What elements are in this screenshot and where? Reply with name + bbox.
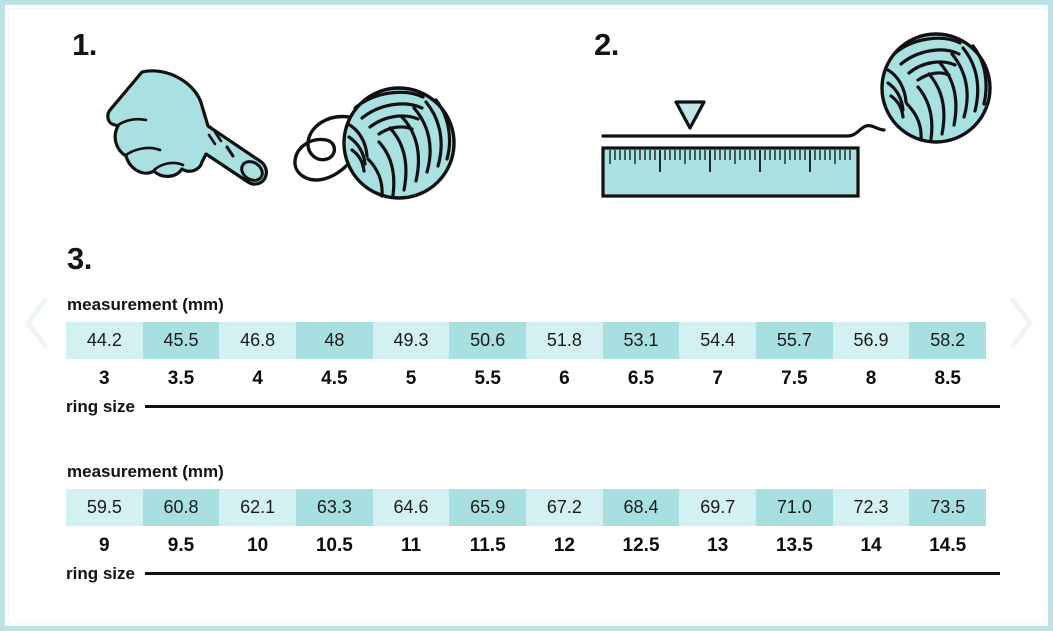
- step-3-number: 3.: [67, 241, 92, 276]
- ring-size-cell: 12.5: [622, 535, 660, 556]
- ring-size-cell: 6.5: [627, 368, 655, 389]
- ring-size-cell: 6: [559, 368, 570, 389]
- step-1-illustration: [96, 62, 456, 212]
- ring-size-row-2: 9 9.5 10 10.5 11 11.5 12 12.5 13 13.5 14…: [66, 528, 986, 564]
- ring-size-cell: 13.5: [775, 535, 813, 556]
- measurement-cell: 67.2: [526, 489, 603, 526]
- measurement-cell: 54.4: [679, 322, 757, 359]
- chevron-right-icon: [1010, 297, 1033, 349]
- chevron-left-icon: [25, 297, 48, 349]
- ring-size-cell: 7.5: [781, 368, 808, 389]
- string-icon: [293, 114, 360, 182]
- measurement-label-1: measurement (mm): [67, 295, 224, 314]
- pointing-hand-icon: [106, 69, 268, 186]
- ring-size-cell: 3.5: [167, 368, 195, 389]
- hand-and-yarn-illustration: [106, 69, 456, 200]
- measurement-cell: 55.7: [756, 322, 833, 359]
- yarn-ball-icon: [342, 86, 456, 200]
- measurement-cell: 45.5: [142, 322, 220, 359]
- ring-size-table-2: measurement (mm) 59.5 60.8 62.1 63.3 64.…: [66, 462, 1000, 582]
- ring-size-cell: 7: [712, 368, 723, 389]
- ruler-and-yarn-illustration: [601, 32, 992, 198]
- ring-size-cell: 14.5: [929, 535, 967, 556]
- measurement-cell: 56.9: [832, 322, 910, 359]
- measurement-cell: 49.3: [372, 322, 450, 359]
- step-2-number: 2.: [594, 27, 619, 62]
- measurement-cell: 64.6: [372, 489, 450, 526]
- measurement-label-2: measurement (mm): [67, 462, 224, 481]
- measurement-cell: 51.8: [526, 322, 603, 359]
- ring-size-cell: 10.5: [315, 535, 353, 556]
- measurement-cell: 60.8: [142, 489, 220, 526]
- measurement-cell: 53.1: [602, 322, 680, 359]
- ring-size-cell: 8.5: [934, 368, 961, 389]
- ring-size-rule: [144, 405, 1000, 408]
- ring-size-axis-1: ring size: [66, 398, 1000, 415]
- measurement-cell: 65.9: [449, 489, 527, 526]
- measurement-cell: 50.6: [449, 322, 527, 359]
- ring-size-label-2: ring size: [66, 564, 135, 583]
- measurement-row-1: 44.2 45.5 46.8 48 49.3 50.6 51.8 53.1 54…: [66, 322, 987, 359]
- thread-wrap-marks: [207, 130, 235, 158]
- ring-size-cell: 4: [252, 368, 263, 389]
- ring-size-cell: 9.5: [167, 535, 195, 556]
- ring-size-cell: 5: [405, 368, 417, 389]
- ring-size-cell: 5.5: [474, 368, 501, 389]
- measurement-cell: 71.0: [756, 489, 833, 526]
- measurement-cell: 58.2: [909, 322, 987, 359]
- ring-size-table-1: measurement (mm) 44.2 45.5 46.8 48 49.3 …: [66, 295, 1000, 415]
- ruler-icon: [601, 146, 860, 198]
- carousel-next-button[interactable]: [1004, 296, 1038, 350]
- ring-size-cell: 10: [247, 535, 269, 556]
- carousel-prev-button[interactable]: [20, 296, 54, 350]
- measurement-row-2: 59.5 60.8 62.1 63.3 64.6 65.9 67.2 68.4 …: [66, 489, 987, 526]
- ring-size-cell: 3: [99, 368, 110, 389]
- measurement-cell: 44.2: [66, 322, 143, 359]
- ring-size-cell: 13: [707, 535, 729, 556]
- step-1-number: 1.: [72, 27, 97, 62]
- ring-size-row-1: 3 3.5 4 4.5 5 5.5 6 6.5 7 7.5 8 8.5: [66, 361, 986, 397]
- ring-size-cell: 4.5: [321, 368, 348, 389]
- down-arrow-marker-icon: [674, 100, 706, 130]
- measurement-cell: 72.3: [832, 489, 910, 526]
- step-2-illustration: [598, 30, 998, 215]
- measurement-cell: 48: [296, 322, 373, 359]
- yarn-ball-icon: [880, 32, 992, 144]
- ring-size-cell: 8: [865, 368, 877, 389]
- measurement-cell: 68.4: [602, 489, 680, 526]
- ring-size-cell: 14: [860, 535, 882, 556]
- string-icon: [601, 124, 886, 138]
- ring-size-cell: 11.5: [469, 535, 506, 556]
- ring-size-label-1: ring size: [66, 397, 135, 416]
- measurement-cell: 63.3: [296, 489, 373, 526]
- measurement-cell: 62.1: [219, 489, 297, 526]
- measurement-cell: 73.5: [909, 489, 987, 526]
- ring-size-axis-2: ring size: [66, 565, 1000, 582]
- ring-size-cell: 12: [553, 535, 575, 556]
- ring-size-rule: [144, 572, 1000, 575]
- measurement-cell: 69.7: [679, 489, 757, 526]
- measurement-cell: 46.8: [219, 322, 297, 359]
- measurement-cell: 59.5: [66, 489, 143, 526]
- ring-size-cell: 11: [400, 535, 422, 556]
- ring-size-cell: 9: [99, 535, 110, 556]
